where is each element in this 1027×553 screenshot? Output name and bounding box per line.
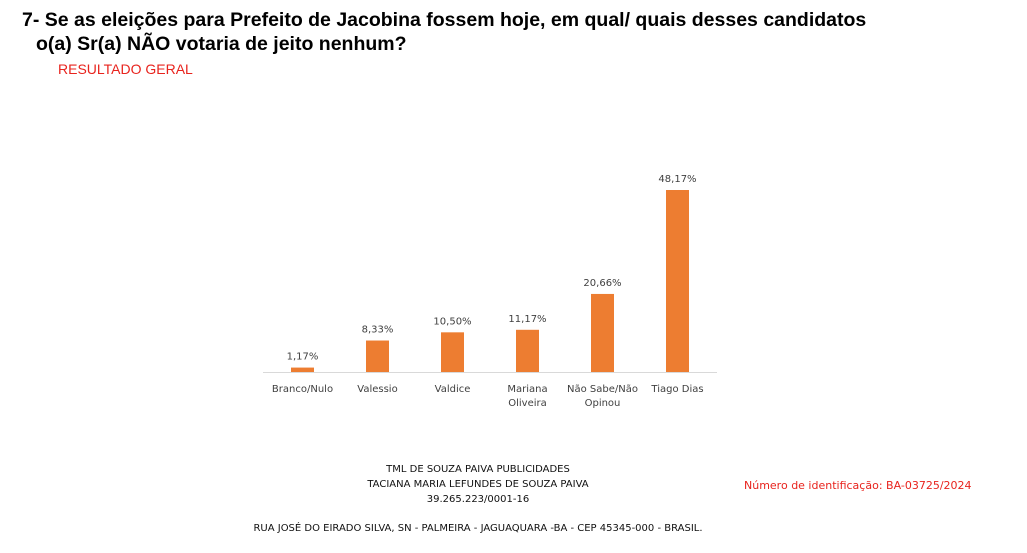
category-label: Mariana [507,384,547,395]
chart-title: 7- Se as eleições para Prefeito de Jacob… [22,8,1012,56]
footer-company: TML DE SOUZA PAIVA PUBLICIDADES [386,464,570,475]
data-label: 11,17% [508,314,546,325]
bar [666,190,689,372]
data-label: 48,17% [658,174,696,185]
bar [516,329,539,372]
bar [291,367,314,372]
data-label: 1,17% [287,352,319,363]
footer-address: RUA JOSÉ DO EIRADO SILVA, SN - PALMEIRA … [253,523,703,534]
category-label: Tiago Dias [650,384,703,395]
identification-number: Número de identificação: BA-03725/2024 [744,479,972,492]
data-label: 10,50% [433,316,471,327]
chart-subtitle: RESULTADO GERAL [58,61,193,77]
category-label: Branco/Nulo [272,384,333,395]
category-label: Valessio [357,384,397,395]
data-label: 8,33% [362,325,394,336]
category-label: Valdice [435,384,471,395]
bar-chart: 1,17% Branco/Nulo 8,33% Valessio 10,50% Valdi… [263,174,717,409]
title-line-1: 7- Se as eleições para Prefeito de Jacob… [22,9,867,31]
category-label: Não Sabe/Não [567,384,638,395]
bar [366,340,389,372]
category-label: Opinou [585,398,621,409]
category-label: Oliveira [508,398,547,409]
footer-cnpj: 39.265.223/0001-16 [426,494,530,505]
data-label: 20,66% [583,278,621,289]
bar [591,293,614,372]
title-line-2: o(a) Sr(a) NÃO votaria de jeito nenhum? [36,33,407,55]
footer-owner: TACIANA MARIA LEFUNDES DE SOUZA PAIVA [367,479,589,490]
bar [441,332,464,372]
